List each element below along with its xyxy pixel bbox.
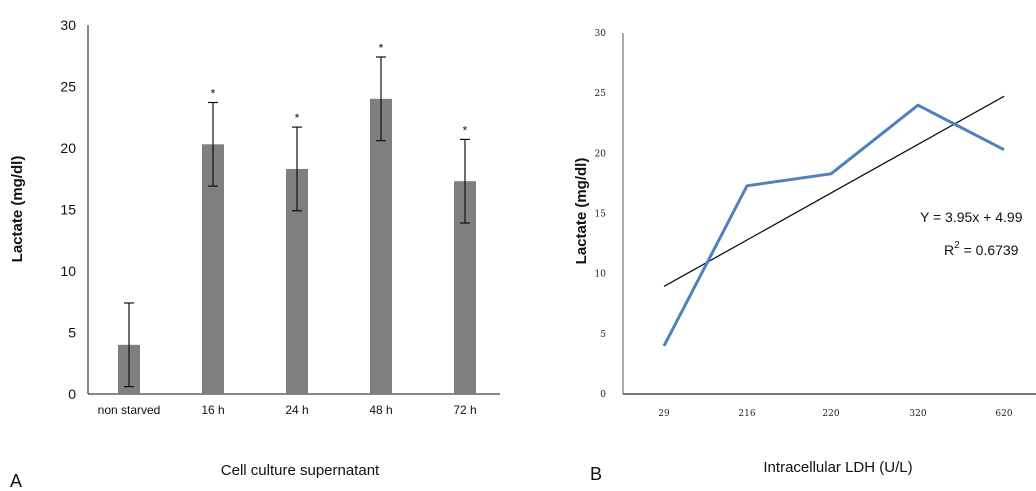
r-squared-label: R2 = 0.6739 [944, 240, 1019, 258]
significance-marker: * [295, 111, 300, 125]
y-tick-label: 0 [68, 386, 76, 402]
x-tick-label: 29 [658, 409, 670, 419]
x-tick-label: 72 h [453, 403, 476, 417]
r-squared-exponent: 2 [954, 240, 960, 251]
bar [286, 168, 308, 394]
x-tick-labels: 29 216 220 320 620 [658, 409, 1013, 419]
y-tick-label: 5 [68, 325, 76, 341]
x-tick-label: 220 [822, 409, 839, 419]
bar [370, 98, 392, 395]
significance-marker: * [211, 86, 216, 100]
x-tick-label: non starved [98, 403, 161, 417]
y-axis-title: Lactate (mg/dl) [573, 158, 590, 265]
trend-line [663, 95, 1005, 287]
y-tick-label: 20 [60, 140, 76, 156]
y-tick-label: 0 [600, 390, 606, 400]
panel-label-a: A [10, 471, 22, 491]
bars: * * * * [118, 41, 476, 395]
significance-marker: * [379, 41, 384, 55]
y-tick-label: 30 [60, 17, 76, 33]
x-tick-label: 620 [995, 409, 1012, 419]
y-tick-label: 10 [60, 263, 76, 279]
y-tick-label: 10 [595, 270, 607, 280]
bar-chart-panel: 0 5 10 15 20 25 30 * * * * non starved 16 h 24 h 48 … [9, 17, 500, 491]
y-tick-label: 15 [595, 210, 607, 220]
y-tick-labels: 0 5 10 15 20 25 30 [595, 29, 607, 400]
y-tick-label: 25 [595, 89, 607, 99]
y-tick-labels: 0 5 10 15 20 25 30 [60, 17, 76, 402]
regression-equation: Y = 3.95x + 4.99 [920, 209, 1023, 225]
y-tick-label: 30 [595, 29, 607, 39]
y-tick-label: 5 [600, 330, 606, 340]
x-tick-label: 16 h [201, 403, 224, 417]
panel-label-b: B [590, 464, 602, 484]
x-tick-label: 320 [909, 409, 926, 419]
data-series-line [662, 103, 1005, 347]
x-axis-title: Cell culture supernatant [221, 462, 380, 479]
line-chart-panel: 0 5 10 15 20 25 30 29 216 220 320 620 Y = 3.95x + … [573, 29, 1036, 484]
x-tick-label: 216 [738, 409, 755, 419]
y-axis-title: Lactate (mg/dl) [9, 156, 26, 263]
x-tick-label: 48 h [369, 403, 392, 417]
bar [202, 144, 224, 394]
r-squared-value: = 0.6739 [960, 242, 1019, 258]
y-tick-label: 25 [60, 79, 76, 95]
bar [454, 181, 476, 394]
y-tick-label: 20 [595, 149, 607, 159]
x-tick-labels: non starved 16 h 24 h 48 h 72 h [98, 403, 477, 417]
x-tick-label: 24 h [285, 403, 308, 417]
significance-marker: * [463, 123, 468, 137]
r-squared-prefix: R [944, 242, 954, 258]
y-tick-label: 15 [60, 202, 76, 218]
x-axis-title: Intracellular LDH (U/L) [763, 459, 912, 476]
